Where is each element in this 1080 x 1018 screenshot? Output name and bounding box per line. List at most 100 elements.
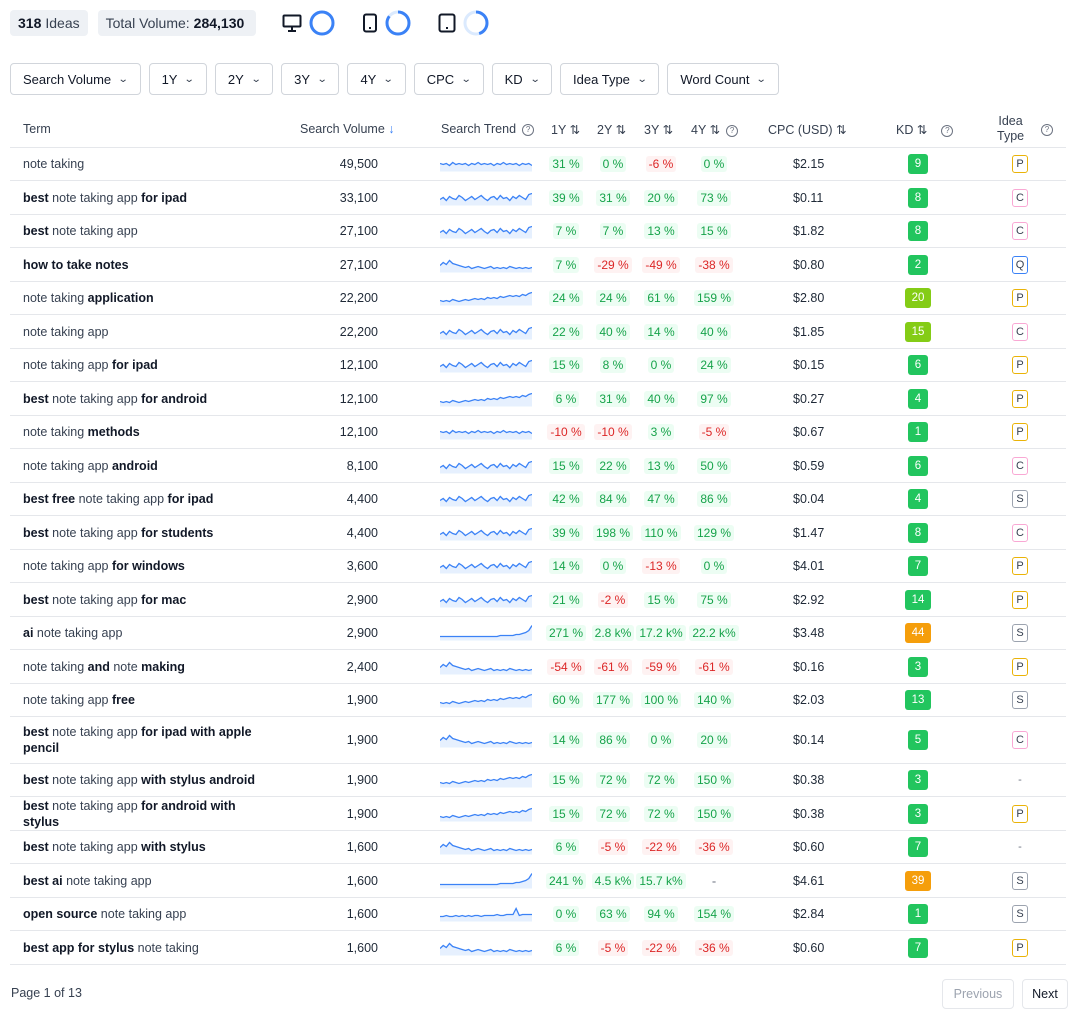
filter-word-count[interactable]: Word Count ⌄: [667, 63, 779, 95]
row-term[interactable]: best app for stylus note taking: [23, 940, 273, 956]
previous-button[interactable]: Previous: [942, 979, 1014, 1009]
table-row[interactable]: note taking and note making 2,400 -54 % -61…: [10, 650, 1066, 684]
trend-percent: 0 %: [552, 906, 580, 922]
row-term[interactable]: note taking app: [23, 324, 273, 340]
row-term[interactable]: best free note taking app for ipad: [23, 491, 273, 507]
table-row[interactable]: best note taking app for mac 2,900 21 % -2 …: [10, 583, 1066, 617]
table-row[interactable]: note taking application 22,200 24 % 24 % 61 …: [10, 282, 1066, 315]
row-term[interactable]: note taking app for ipad: [23, 357, 273, 373]
row-term[interactable]: note taking: [23, 156, 273, 172]
table-row[interactable]: note taking app for ipad 12,100 15 % 8 % 0 %…: [10, 349, 1066, 382]
table-row[interactable]: note taking 49,500 31 % 0 % -6 % 0 % $2.15 9 P: [10, 148, 1066, 181]
trend-percent: 3 %: [647, 424, 675, 440]
idea-type-badge: C: [1012, 523, 1028, 542]
table-row[interactable]: best note taking app with stylus 1,600 6 %…: [10, 831, 1066, 864]
kd-badge: 8: [908, 522, 928, 543]
kd-badge: 6: [908, 355, 928, 375]
col-kd[interactable]: KD ⇅?: [896, 122, 954, 137]
filter-3y[interactable]: 3Y ⌄: [281, 63, 340, 95]
idea-type-badge: P: [1012, 590, 1028, 609]
row-term[interactable]: best note taking app for ipad with apple…: [23, 724, 273, 756]
term-keyword: note: [109, 659, 142, 674]
table-row[interactable]: best note taking app for ipad 33,100 39 % 3…: [10, 181, 1066, 215]
table-row[interactable]: best app for stylus note taking 1,600 6 % -…: [10, 931, 1066, 965]
row-term[interactable]: note taking methods: [23, 424, 273, 440]
idea-type-badge: P: [1012, 356, 1028, 374]
table-row[interactable]: note taking methods 12,100 -10 % -10 % 3 % -5…: [10, 416, 1066, 449]
trend-percent: 50 %: [697, 457, 731, 474]
row-term[interactable]: best ai note taking app: [23, 873, 273, 889]
row-term[interactable]: note taking app for windows: [23, 558, 273, 574]
col-idea-type[interactable]: Idea Type: [997, 114, 1024, 144]
next-button[interactable]: Next: [1022, 979, 1068, 1009]
filter-search-volume[interactable]: Search Volume ⌄: [10, 63, 141, 95]
filter-1y[interactable]: 1Y ⌄: [148, 63, 207, 95]
row-term[interactable]: best note taking app for mac: [23, 592, 273, 608]
table-row[interactable]: note taking app free 1,900 60 % 177 % 100 % 1…: [10, 684, 1066, 717]
row-term[interactable]: open source note taking app: [23, 906, 273, 922]
col-2y[interactable]: 2Y ⇅: [597, 122, 626, 137]
help-icon[interactable]: ?: [522, 124, 535, 136]
row-term[interactable]: best note taking app for ipad: [23, 190, 273, 206]
row-term[interactable]: note taking app android: [23, 458, 273, 474]
idea-type-badge: C: [1012, 456, 1028, 475]
filter-2y[interactable]: 2Y ⌄: [214, 63, 274, 95]
search-trend-sparkline: [439, 221, 533, 242]
row-cpc: $0.80: [793, 257, 825, 272]
row-term[interactable]: best note taking app: [23, 223, 273, 239]
col-4y[interactable]: 4Y ⇅?: [691, 122, 739, 137]
row-term[interactable]: note taking app free: [23, 692, 273, 708]
device-mobile[interactable]: [362, 9, 412, 37]
col-term[interactable]: Term: [23, 122, 51, 136]
filter-idea-type[interactable]: Idea Type ⌄: [560, 63, 660, 95]
term-keyword-bold: for ipad: [111, 358, 158, 372]
row-term[interactable]: best note taking app for android with st…: [23, 798, 273, 830]
table-row[interactable]: best note taking app for students 4,400 39…: [10, 516, 1066, 550]
filter-4y[interactable]: 4Y ⌄: [347, 63, 406, 95]
row-term[interactable]: best note taking app for students: [23, 525, 273, 541]
table-row[interactable]: best ai note taking app 1,600 241 % 4.5 k% 1…: [10, 864, 1066, 898]
row-term[interactable]: ai note taking app: [23, 625, 273, 641]
row-term[interactable]: best note taking app for android: [23, 391, 273, 407]
term-keyword-bold: best: [23, 940, 49, 955]
kd-badge: 6: [908, 455, 928, 476]
row-term[interactable]: note taking and note making: [23, 659, 273, 675]
table-row[interactable]: note taking app 22,200 22 % 40 % 14 % 40 % $1.…: [10, 315, 1066, 349]
help-icon[interactable]: ?: [941, 125, 954, 137]
table-row[interactable]: best free note taking app for ipad 4,400 4…: [10, 483, 1066, 516]
device-tablet[interactable]: [438, 9, 490, 37]
device-desktop[interactable]: [282, 9, 336, 37]
table-row[interactable]: note taking app android 8,100 15 % 22 % 13 %…: [10, 449, 1066, 483]
col-cpc[interactable]: CPC (USD) ⇅: [768, 122, 847, 137]
row-cpc: $2.15: [793, 157, 825, 171]
table-row[interactable]: best note taking app for android 12,100 6 …: [10, 382, 1066, 416]
help-icon[interactable]: ?: [726, 125, 739, 137]
help-icon[interactable]: ?: [1041, 122, 1053, 136]
col-search-trend-label: Search Trend: [441, 122, 517, 136]
table-row[interactable]: best note taking app for ipad with apple…: [10, 717, 1066, 764]
row-term[interactable]: note taking application: [23, 290, 273, 306]
col-1y[interactable]: 1Y ⇅: [551, 122, 580, 137]
sparkline-line: [440, 907, 532, 918]
term-keyword: note taking app: [23, 693, 112, 707]
table-row[interactable]: open source note taking app 1,600 0 % 63 % 9…: [10, 898, 1066, 931]
table-row[interactable]: how to take notes 27,100 7 % -29 % -49 % -38 …: [10, 248, 1066, 282]
filter-cpc[interactable]: CPC ⌄: [413, 63, 484, 95]
sparkline-chart: [439, 460, 533, 473]
row-term[interactable]: how to take notes: [23, 257, 273, 273]
row-term[interactable]: best note taking app with stylus android: [23, 772, 273, 788]
trend-percent: 198 %: [592, 524, 634, 541]
table-row[interactable]: best note taking app for android with st…: [10, 797, 1066, 831]
table-row[interactable]: ai note taking app 2,900 271 % 2.8 k% 17.2 k…: [10, 617, 1066, 650]
sparkline-chart: [439, 693, 533, 708]
filter-kd[interactable]: KD ⌄: [491, 63, 553, 95]
term-keyword-bold: for students: [141, 525, 214, 540]
row-cpc: $2.92: [793, 592, 825, 607]
table-row[interactable]: note taking app for windows 3,600 14 % 0 % -…: [10, 550, 1066, 583]
trend-percent: 40 %: [697, 323, 731, 340]
col-search-volume[interactable]: Search Volume ↓: [300, 122, 395, 136]
row-term[interactable]: best note taking app with stylus: [23, 839, 273, 855]
col-3y[interactable]: 3Y ⇅: [644, 122, 673, 137]
table-row[interactable]: best note taking app with stylus android…: [10, 764, 1066, 797]
table-row[interactable]: best note taking app 27,100 7 % 7 % 13 % 15 %…: [10, 215, 1066, 248]
